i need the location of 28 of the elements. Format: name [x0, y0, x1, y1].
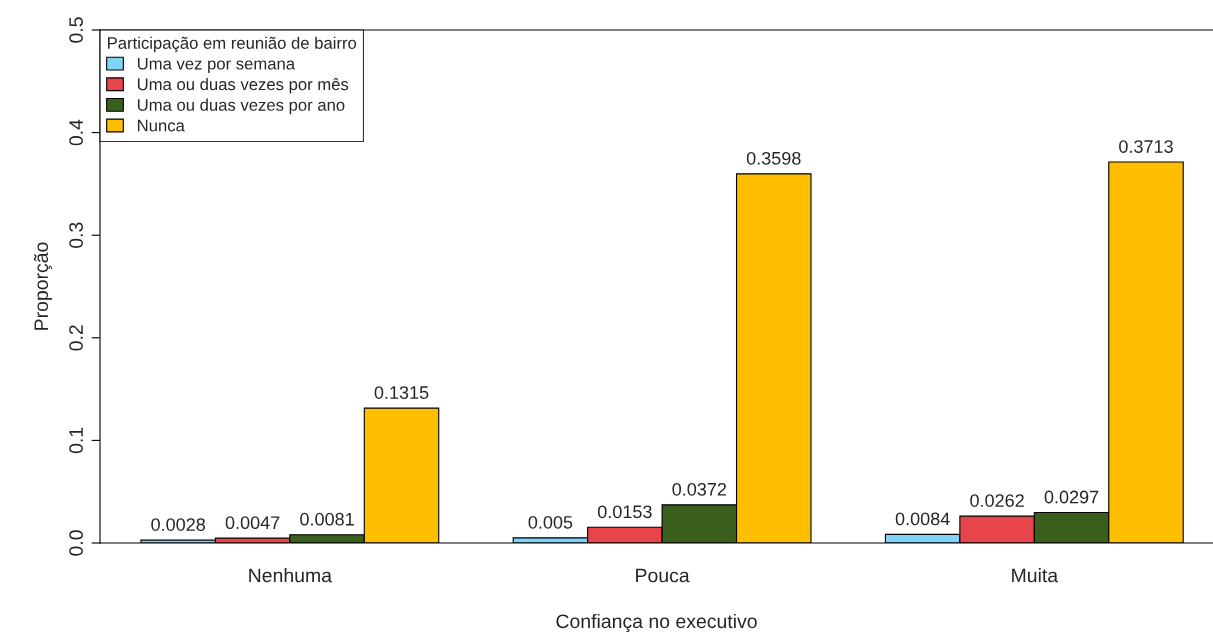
- data-label: 0.1315: [374, 386, 429, 399]
- legend-label: Nunca: [138, 119, 185, 132]
- legend-label: Uma ou duas vezes por mês: [137, 77, 349, 94]
- x-tick-label: Muita: [1012, 568, 1059, 583]
- data-label: 0.0262: [970, 494, 1024, 507]
- data-label: 0.3713: [1119, 140, 1173, 153]
- legend-label: Uma vez por semana: [137, 57, 296, 73]
- y-tick-label: 0.2: [69, 325, 83, 351]
- data-label: 0.0084: [895, 512, 950, 526]
- data-label: 0.0297: [1044, 490, 1099, 504]
- data-label: 0.005: [528, 515, 573, 529]
- data-label: 0.3598: [746, 151, 801, 165]
- data-label: 0.0047: [225, 516, 280, 530]
- y-tick-label: 0.0: [69, 530, 83, 556]
- data-label: 0.0028: [151, 518, 205, 531]
- data-label: 0.0081: [300, 512, 354, 526]
- data-label: 0.0153: [597, 505, 652, 519]
- x-axis-title: Confiança no executivo: [556, 613, 757, 632]
- legend-title: Participação em reunião de bairro: [108, 36, 357, 53]
- x-tick-label: Pouca: [636, 568, 690, 583]
- y-tick-label: 0.3: [69, 222, 83, 248]
- y-axis-title: Proporção: [33, 242, 53, 330]
- y-tick-label: 0.5: [69, 17, 83, 43]
- data-label: 0.0372: [672, 482, 727, 496]
- legend-label: Uma ou duas vezes por ano: [137, 98, 345, 115]
- y-tick-label: 0.1: [69, 427, 83, 454]
- y-tick-label: 0.4: [69, 119, 83, 146]
- x-tick-label: Nenhuma: [249, 568, 332, 583]
